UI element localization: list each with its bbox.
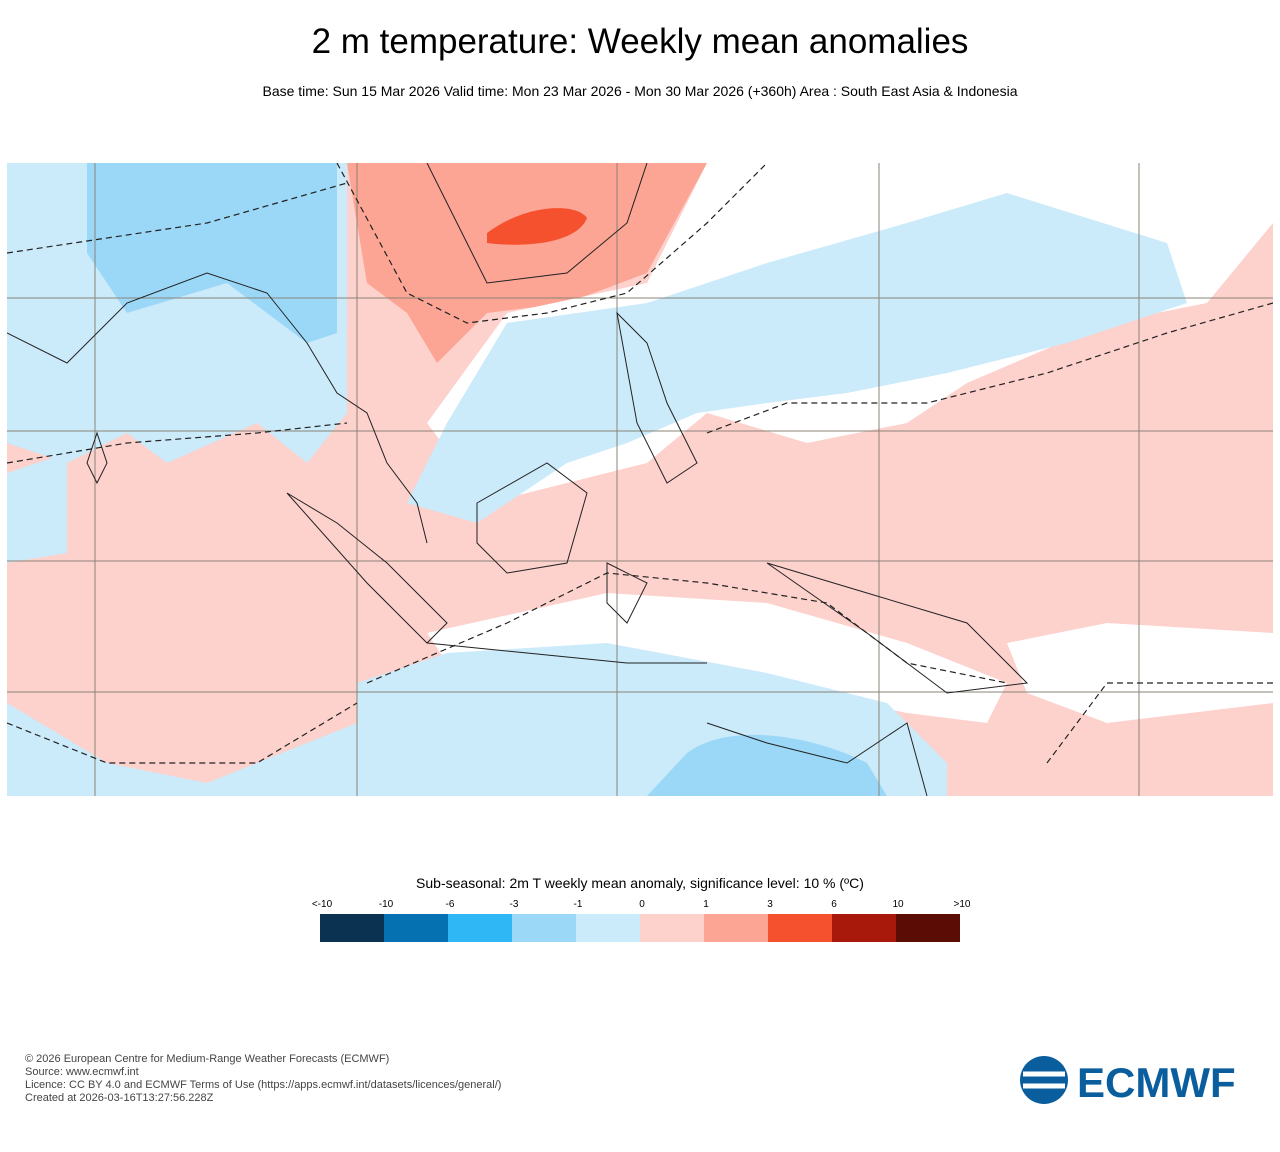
colorbar-swatch: [832, 914, 896, 942]
subtitle: Base time: Sun 15 Mar 2026 Valid time: M…: [262, 83, 1018, 99]
colorbar: <-10 -10 -6 -3 -1 0 1 3 6 10 >10: [312, 899, 971, 942]
title: 2 m temperature: Weekly mean anomalies: [311, 22, 969, 61]
cold-region: [647, 734, 887, 796]
significance-contours: [7, 163, 1273, 764]
coastlines: [7, 163, 1029, 796]
colorbar-swatch: [320, 914, 384, 942]
logo-mark: [1020, 1056, 1068, 1104]
footer-line: Source: www.ecmwf.int: [25, 1066, 139, 1078]
colorbar-label: >10: [954, 899, 971, 910]
logo: ECMWF: [1020, 1056, 1236, 1105]
colorbar-label: 10: [892, 899, 904, 910]
cold-region: [7, 453, 67, 563]
colorbar-label: -10: [379, 899, 394, 910]
colorbar-swatch: [576, 914, 640, 942]
colorbar-swatch: [704, 914, 768, 942]
legend-title: Sub-seasonal: 2m T weekly mean anomaly, …: [416, 875, 864, 891]
graticule: [7, 163, 1273, 796]
colorbar-swatch: [512, 914, 576, 942]
footer: © 2026 European Centre for Medium-Range …: [25, 1053, 501, 1105]
map: [7, 163, 1273, 796]
colorbar-swatch: [640, 914, 704, 942]
neutral-region: [1007, 623, 1273, 723]
logo-mark: [1023, 1071, 1065, 1089]
colorbar-swatch: [384, 914, 448, 942]
colorbar-label: 6: [831, 899, 837, 910]
neutral-region: [427, 593, 1007, 723]
colorbar-label: -3: [510, 899, 519, 910]
colorbar-swatch: [768, 914, 832, 942]
hot-region: [487, 208, 587, 245]
cold-region: [407, 193, 1187, 523]
colorbar-label: 0: [639, 899, 645, 910]
colorbar-label: 1: [703, 899, 709, 910]
colorbar-label: 3: [767, 899, 773, 910]
colorbar-label: <-10: [312, 899, 333, 910]
footer-line: Licence: CC BY 4.0 and ECMWF Terms of Us…: [25, 1079, 502, 1091]
colorbar-swatch: [896, 914, 960, 942]
footer-line: Created at 2026-03-16T13:27:56.228Z: [25, 1092, 214, 1104]
colorbar-label: -6: [446, 899, 455, 910]
colorbar-label: -1: [574, 899, 583, 910]
footer-line: © 2026 European Centre for Medium-Range …: [25, 1053, 390, 1065]
logo-text: ECMWF: [1077, 1059, 1236, 1105]
colorbar-swatch: [448, 914, 512, 942]
